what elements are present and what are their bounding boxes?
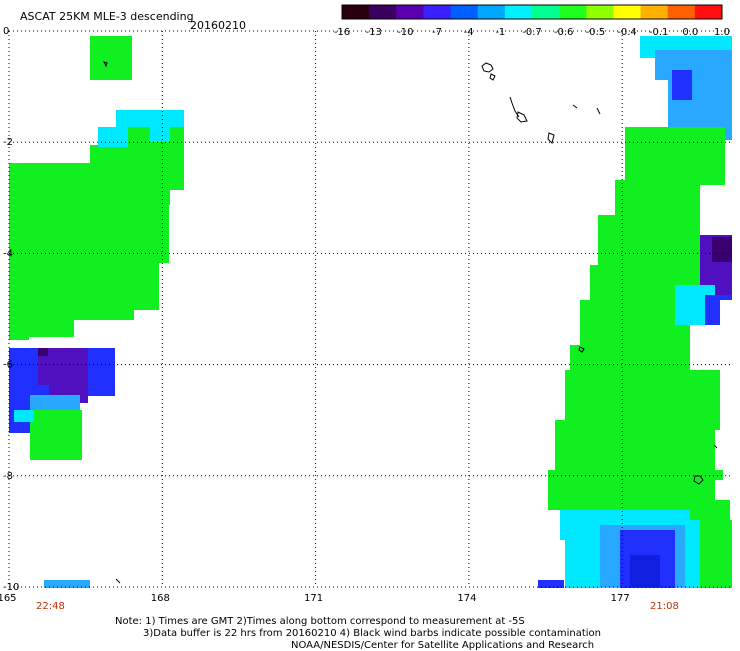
island-outline xyxy=(489,73,496,81)
lon-label: 177 xyxy=(611,593,630,604)
colorbar-tick: -16 xyxy=(334,27,350,38)
swath-cell xyxy=(30,395,80,410)
island-outline xyxy=(693,475,704,485)
colorbar-tick: 0.0 xyxy=(682,27,698,38)
swath-cell xyxy=(98,127,128,147)
swath-cell xyxy=(625,127,725,187)
colorbar xyxy=(341,4,723,20)
colorbar-segment xyxy=(423,5,452,19)
lat-label: 0 xyxy=(3,26,9,37)
right-time-label: 21:08 xyxy=(650,601,679,612)
colorbar-tick: -0.7 xyxy=(522,27,542,38)
colorbar-tick: -1 xyxy=(495,27,505,38)
colorbar-tick: -7 xyxy=(432,27,442,38)
colorbar-segment xyxy=(504,5,533,19)
swath-cell xyxy=(44,580,90,588)
island-outline xyxy=(516,111,528,123)
lat-label: -8 xyxy=(3,471,13,482)
lon-label: 165 xyxy=(0,593,17,604)
colorbar-segment xyxy=(450,5,479,19)
swath-cell xyxy=(538,580,564,588)
colorbar-segment xyxy=(559,5,587,19)
swath-cell xyxy=(690,325,732,370)
colorbar-segment xyxy=(369,5,397,19)
grid-lines xyxy=(8,30,732,588)
lon-label: 168 xyxy=(151,593,170,604)
colorbar-tick: -0.4 xyxy=(617,27,637,38)
island-outlines xyxy=(103,61,718,584)
lat-label: -2 xyxy=(3,137,13,148)
left-time-label: 22:48 xyxy=(36,601,65,612)
swath-cell xyxy=(150,122,170,142)
swath-cell xyxy=(700,520,732,588)
swath-cell xyxy=(580,320,625,350)
colorbar-segment xyxy=(342,5,370,19)
swath-cell xyxy=(38,348,48,356)
lat-label: -10 xyxy=(3,582,19,593)
note-line-3: NOAA/NESDIS/Center for Satellite Applica… xyxy=(291,640,595,651)
colorbar-tick: -0.5 xyxy=(586,27,606,38)
swath-cell xyxy=(712,237,732,262)
lat-label: -4 xyxy=(3,248,13,259)
swath-cell xyxy=(715,480,732,500)
product-date: 20160210 xyxy=(190,19,246,32)
island-outline xyxy=(481,62,494,73)
colorbar-segment xyxy=(640,5,669,19)
island-outline xyxy=(547,132,555,144)
island-outline xyxy=(578,346,585,353)
swath-cell xyxy=(14,410,34,422)
island-outline xyxy=(103,61,108,68)
colorbar-tick: -10 xyxy=(397,27,413,38)
colorbar-segment xyxy=(586,5,614,19)
colorbar-segment xyxy=(477,5,506,19)
colorbar-tick: -0.1 xyxy=(649,27,669,38)
island-outline xyxy=(713,444,718,449)
swath-cell xyxy=(700,185,732,235)
colorbar-segment xyxy=(532,5,560,19)
note-line-1: Note: 1) Times are GMT 2)Times along bot… xyxy=(115,616,525,627)
swath-cell xyxy=(560,490,730,510)
island-outline xyxy=(572,104,578,109)
island-outline xyxy=(596,107,601,115)
swath-cell xyxy=(90,36,132,80)
colorbar-tick: -4 xyxy=(464,27,474,38)
colorbar-frame xyxy=(341,4,723,20)
swath-cell xyxy=(9,320,29,340)
colorbar-segment xyxy=(694,5,723,19)
swath-cell xyxy=(672,70,692,100)
colorbar-tick: -0.6 xyxy=(554,27,574,38)
lon-label: 171 xyxy=(304,593,323,604)
swath-cell xyxy=(630,555,660,587)
note-line-2: 3)Data buffer is 22 hrs from 20160210 4)… xyxy=(143,628,601,639)
lon-label: 174 xyxy=(457,593,476,604)
product-title: ASCAT 25KM MLE-3 descending xyxy=(20,10,194,23)
island-outline xyxy=(115,578,121,584)
colorbar-segment xyxy=(396,5,424,19)
swath-cell xyxy=(30,410,82,460)
colorbar-segment xyxy=(667,5,696,19)
colorbar-tick: 1.0 xyxy=(714,27,730,38)
swath-cell xyxy=(9,163,169,263)
colorbar-segment xyxy=(613,5,642,19)
lat-label: -6 xyxy=(3,360,13,371)
data-swaths xyxy=(9,36,732,588)
island-outline xyxy=(509,96,520,118)
colorbar-tick-labels: -16 -13 -10 -7 -4 -1 -0.7 -0.6 -0.5 -0.4 -0.1 0.0 1.… xyxy=(334,27,730,38)
colorbar-tick: -13 xyxy=(365,27,381,38)
